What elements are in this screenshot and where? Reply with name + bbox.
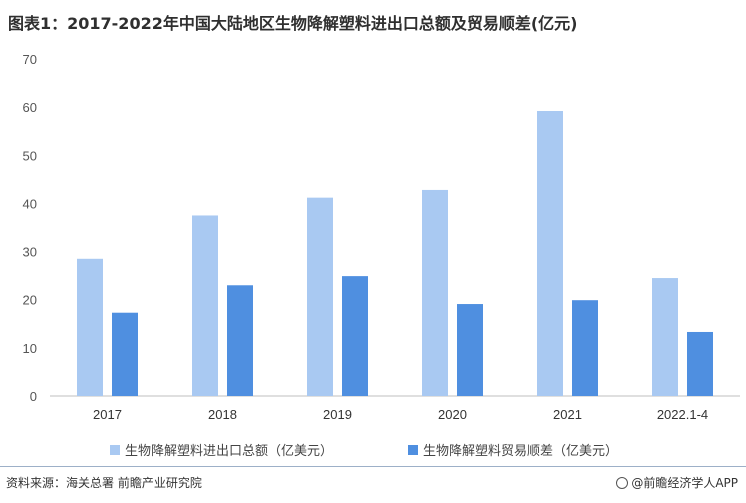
- bar-surplus: [227, 285, 253, 396]
- bar-total: [77, 258, 103, 396]
- bar-surplus: [457, 304, 483, 396]
- bar-total: [307, 197, 333, 396]
- bar-surplus: [112, 312, 138, 396]
- brand-mark: @前瞻经济学人APP: [616, 474, 738, 491]
- bar-chart: 0 10 20 30 40 50 60 70 2017 2018 2019 2020 2021 2022…: [23, 52, 740, 459]
- y-tick-label: 10: [23, 341, 37, 356]
- x-axis: 2017 2018 2019 2020 2021 2022.1-4: [93, 407, 708, 422]
- y-tick-label: 40: [23, 196, 37, 211]
- y-tick-label: 70: [23, 52, 37, 67]
- x-tick-label: 2017: [93, 407, 122, 422]
- x-tick-label: 2021: [553, 407, 582, 422]
- brand-logo-icon: [616, 476, 629, 489]
- x-tick-label: 2019: [323, 407, 352, 422]
- legend-label: 生物降解塑料进出口总额（亿美元）: [125, 444, 333, 459]
- bar-surplus: [342, 276, 368, 396]
- legend-swatch: [110, 445, 120, 455]
- bar-total: [422, 189, 448, 396]
- bars: [77, 110, 713, 396]
- x-tick-label: 2020: [438, 407, 467, 422]
- x-tick-label: 2022.1-4: [657, 407, 708, 422]
- y-tick-label: 20: [23, 293, 37, 308]
- x-tick-label: 2018: [208, 407, 237, 422]
- y-tick-label: 60: [23, 100, 37, 115]
- legend: 生物降解塑料进出口总额（亿美元） 生物降解塑料贸易顺差（亿美元）: [110, 444, 618, 459]
- bar-surplus: [572, 300, 598, 396]
- legend-label: 生物降解塑料贸易顺差（亿美元）: [423, 444, 618, 459]
- brand-text: @前瞻经济学人APP: [631, 476, 738, 490]
- legend-swatch: [408, 445, 418, 455]
- bar-total: [652, 278, 678, 396]
- chart-title: 图表1：2017-2022年中国大陆地区生物降解塑料进出口总额及贸易顺差(亿元): [8, 14, 578, 33]
- bar-total: [537, 110, 563, 396]
- y-tick-label: 50: [23, 148, 37, 163]
- bar-total: [192, 215, 218, 396]
- y-tick-label: 0: [30, 389, 37, 404]
- y-axis: 0 10 20 30 40 50 60 70: [23, 52, 37, 404]
- source-note: 资料来源：海关总署 前瞻产业研究院: [6, 476, 202, 490]
- bar-surplus: [687, 331, 713, 396]
- footer-divider: [0, 466, 746, 467]
- y-tick-label: 30: [23, 245, 37, 260]
